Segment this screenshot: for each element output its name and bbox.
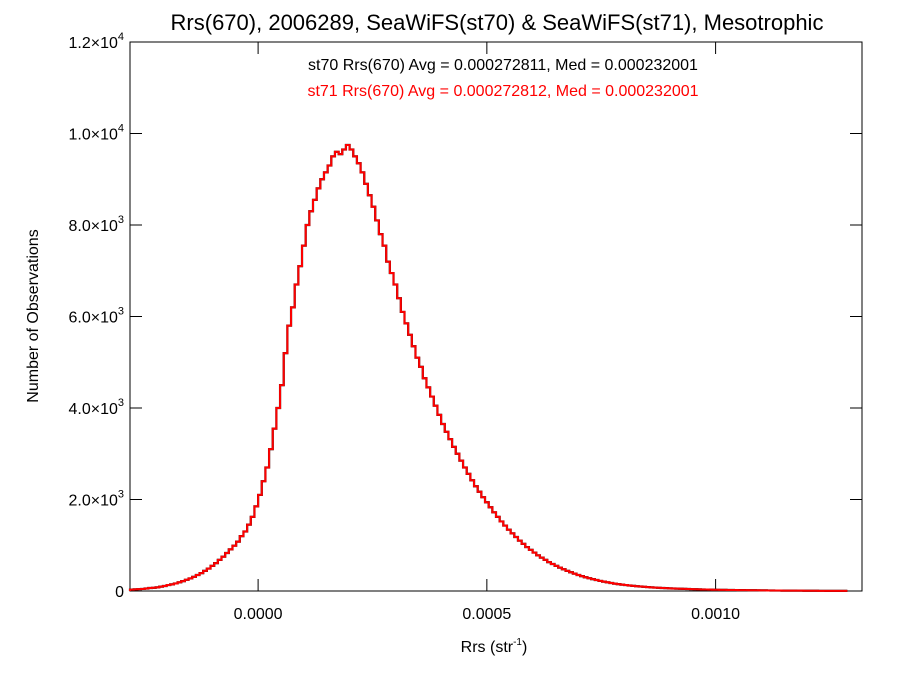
y-tick-label-mantissa: 1.2×10 [68, 35, 117, 52]
x-axis-label: Rrs (str-1) [461, 637, 528, 656]
y-tick-label: 4.0×103 [68, 397, 124, 418]
x-tick-label: 0.0010 [691, 606, 740, 623]
y-axis-label: Number of Observations [25, 229, 42, 402]
annotation-st71: st71 Rrs(670) Avg = 0.000272812, Med = 0… [307, 83, 698, 100]
y-tick-label-mantissa: 2.0×10 [68, 493, 117, 510]
y-tick-label-exponent: 3 [118, 306, 124, 318]
chart-title: Rrs(670), 2006289, SeaWiFS(st70) & SeaWi… [171, 10, 824, 35]
y-tick-label-exponent: 3 [118, 214, 124, 226]
y-tick-label-exponent: 4 [118, 123, 124, 135]
y-tick-label: 0 [115, 584, 124, 601]
y-tick-label-mantissa: 8.0×10 [68, 218, 117, 235]
y-tick-label: 1.2×104 [68, 31, 124, 52]
x-axis-label-end: ) [522, 639, 527, 656]
x-axis-label-main: Rrs (str [461, 639, 514, 656]
y-tick-label-mantissa: 4.0×10 [68, 401, 117, 418]
y-tick-label-exponent: 4 [118, 31, 124, 43]
y-tick-label: 2.0×103 [68, 489, 124, 510]
histogram-series-st70 [128, 143, 848, 593]
y-axis: 02.0×1034.0×1036.0×1038.0×1031.0×1041.2×… [68, 31, 862, 601]
y-tick-label: 8.0×103 [68, 214, 124, 235]
plot-frame [129, 41, 863, 592]
y-tick-label-mantissa: 6.0×10 [68, 310, 117, 327]
x-tick-label: 0.0005 [462, 606, 511, 623]
y-tick-label-exponent: 3 [118, 489, 124, 501]
y-tick-label: 1.0×104 [68, 123, 124, 144]
y-tick-label-exponent: 3 [118, 397, 124, 409]
y-tick-label: 6.0×103 [68, 306, 124, 327]
annotation-st70: st70 Rrs(670) Avg = 0.000272811, Med = 0… [308, 57, 698, 74]
y-tick-label-mantissa: 0 [115, 584, 124, 601]
y-tick-label-mantissa: 1.0×10 [68, 127, 117, 144]
x-axis-label-superscript: -1 [513, 637, 522, 648]
x-axis: 0.0000 0.0005 0.0010 [234, 42, 740, 623]
x-tick-label: 0.0000 [234, 606, 283, 623]
histogram-series-st71 [129, 143, 848, 592]
